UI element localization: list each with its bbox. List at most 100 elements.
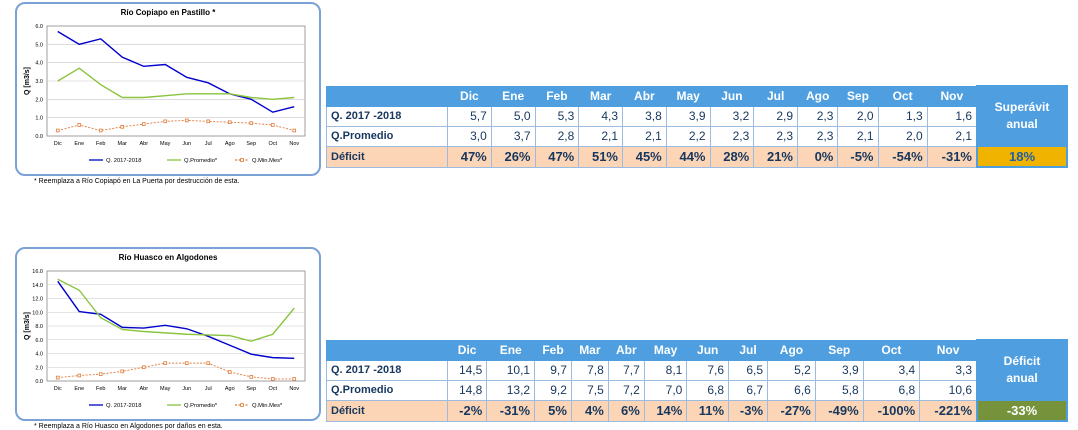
month-header: Ago bbox=[767, 339, 816, 361]
flow-value: 9,7 bbox=[534, 359, 572, 381]
legend-label: Q.Min.Mes* bbox=[252, 403, 283, 409]
header-corner bbox=[326, 85, 448, 107]
y-tick-label: 10.0 bbox=[32, 310, 43, 316]
data-point bbox=[227, 120, 232, 125]
deficit-value: 5% bbox=[534, 399, 572, 422]
average-value: 10,6 bbox=[919, 379, 978, 401]
data-point bbox=[98, 372, 103, 376]
x-tick-label: Abr bbox=[139, 141, 148, 147]
flow-value: 3,4 bbox=[862, 359, 921, 381]
x-tick-label: Nov bbox=[289, 386, 299, 392]
deficit-row: Déficit -2% -31% 5% 4% 6% 14% 11% -3% -27% -49% -10… bbox=[326, 399, 1068, 422]
average-value: 2,2 bbox=[665, 125, 711, 147]
month-header: Ene bbox=[490, 85, 536, 107]
y-tick-label: 12.0 bbox=[32, 297, 43, 303]
series-line bbox=[57, 278, 295, 342]
summary-label: Déficit bbox=[1003, 354, 1041, 368]
data-point bbox=[184, 361, 189, 365]
flow-row: Q. 2017 -2018 14,5 10,1 9,7 7,8 7,7 8,1 7,6 6,5 5… bbox=[326, 359, 1068, 381]
flow-value: 7,6 bbox=[686, 359, 730, 381]
data-point bbox=[270, 377, 275, 381]
deficit-value: 44% bbox=[665, 145, 711, 168]
deficit-value: 51% bbox=[578, 145, 623, 168]
flow-value: 3,9 bbox=[665, 105, 711, 127]
y-tick-label: 6.0 bbox=[35, 338, 43, 344]
deficit-value: 47% bbox=[534, 145, 580, 168]
data-point bbox=[120, 125, 125, 129]
data-point bbox=[141, 122, 146, 126]
deficit-row: Déficit 47% 26% 47% 51% 45% 44% 28% 21% 0% -5% -54%… bbox=[326, 145, 1068, 168]
flow-value: 1,6 bbox=[926, 105, 978, 127]
deficit-value: 47% bbox=[447, 145, 492, 168]
x-tick-label: Oct bbox=[268, 386, 277, 392]
y-tick-label: 1.0 bbox=[35, 116, 43, 122]
data-point bbox=[120, 369, 125, 374]
y-tick-label: 0.0 bbox=[35, 134, 43, 140]
average-value: 2,1 bbox=[578, 125, 623, 147]
flow-value: 3,9 bbox=[814, 359, 864, 381]
x-tick-label: Ago bbox=[225, 386, 235, 392]
chart-panel-huasco: Río Huasco en Algodones 0.0 2.0 4.0 6.0 8.0 1… bbox=[15, 247, 321, 421]
x-tick-label: Jul bbox=[205, 141, 212, 147]
deficit-value: 26% bbox=[490, 145, 536, 168]
deficit-value: 4% bbox=[570, 399, 609, 422]
average-value: 2,3 bbox=[796, 125, 839, 147]
average-value: 3,7 bbox=[490, 125, 536, 147]
average-row: Q.Promedio 3,0 3,7 2,8 2,1 2,1 2,2 2,3 2,3 2,3 2,1… bbox=[326, 125, 1068, 147]
header-corner bbox=[326, 339, 448, 361]
legend-marker bbox=[240, 403, 244, 407]
x-tick-label: Jul bbox=[205, 386, 212, 392]
average-value: 2,8 bbox=[534, 125, 580, 147]
summary-header: Superávit anual bbox=[976, 85, 1068, 147]
flow-value: 8,1 bbox=[643, 359, 688, 381]
deficit-value: 14% bbox=[643, 399, 688, 422]
line-chart-copiapo: 0.0 1.0 2.0 3.0 4.0 5.0 6.0 Dic Ene Feb Mar Abr May J… bbox=[24, 24, 306, 164]
average-value: 3,0 bbox=[447, 125, 492, 147]
month-header: Feb bbox=[534, 85, 580, 107]
data-point bbox=[163, 361, 168, 365]
y-tick-label: 16.0 bbox=[32, 269, 43, 275]
data-point bbox=[141, 365, 146, 370]
legend-marker bbox=[240, 158, 244, 162]
y-tick-label: 14.0 bbox=[32, 283, 43, 289]
data-point bbox=[206, 361, 211, 365]
month-header: May bbox=[665, 85, 711, 107]
month-header: Abr bbox=[622, 85, 667, 107]
deficit-value: 28% bbox=[709, 145, 755, 168]
y-tick-label: 4.0 bbox=[35, 61, 43, 67]
data-point bbox=[77, 373, 82, 378]
y-tick-label: 5.0 bbox=[35, 42, 43, 48]
flow-value: 14,5 bbox=[446, 359, 488, 381]
summary-sublabel: anual bbox=[1006, 371, 1038, 385]
month-header: Abr bbox=[607, 339, 645, 361]
series-line bbox=[57, 119, 295, 131]
x-tick-label: Nov bbox=[289, 141, 299, 147]
legend-label: Q. 2017-2018 bbox=[106, 403, 141, 409]
chart-title: Río Copiapo en Pastillo * bbox=[120, 8, 216, 17]
x-tick-label: Oct bbox=[268, 141, 277, 147]
data-point bbox=[163, 119, 168, 124]
deficit-value: 45% bbox=[622, 145, 667, 168]
month-header: May bbox=[643, 339, 688, 361]
x-tick-label: Sep bbox=[246, 386, 256, 392]
chart-title: Río Huasco en Algodones bbox=[118, 253, 218, 262]
x-tick-label: Jun bbox=[182, 141, 191, 147]
month-header: Mar bbox=[578, 85, 623, 107]
month-header: Ago bbox=[796, 85, 839, 107]
flow-value: 3,2 bbox=[709, 105, 755, 127]
flow-value: 10,1 bbox=[486, 359, 536, 381]
x-tick-label: Feb bbox=[96, 141, 105, 147]
flow-value: 1,3 bbox=[877, 105, 928, 127]
x-tick-label: Abr bbox=[139, 386, 148, 392]
chart-panel-copiapo: Río Copiapo en Pastillo * 0.0 1.0 2.0 3.0 4.… bbox=[15, 2, 321, 176]
data-point bbox=[184, 118, 189, 123]
legend-label: Q. 2017-2018 bbox=[106, 158, 141, 164]
y-tick-label: 8.0 bbox=[35, 324, 43, 330]
average-value: 6,6 bbox=[767, 379, 816, 401]
x-tick-label: Sep bbox=[246, 141, 256, 147]
x-tick-label: Mar bbox=[118, 141, 128, 147]
deficit-value: 11% bbox=[686, 399, 730, 422]
flow-value: 2,0 bbox=[837, 105, 879, 127]
month-header: Feb bbox=[534, 339, 572, 361]
x-tick-label: Ene bbox=[74, 386, 84, 392]
